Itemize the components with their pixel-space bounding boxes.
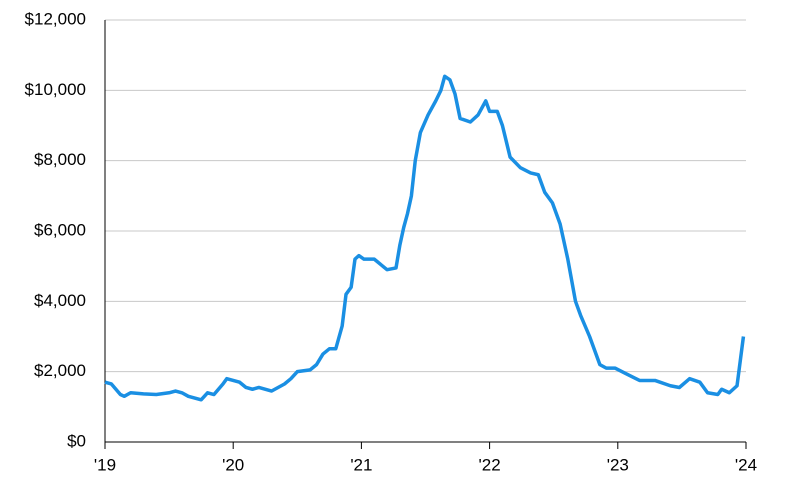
data-line [104,74,746,402]
x-tick-label: '20 [222,455,244,474]
x-tick-label: '23 [607,455,629,474]
y-tick-label: $2,000 [34,361,86,380]
x-tick-label: '22 [479,455,501,474]
x-tick-label: '19 [94,455,116,474]
y-tick-label: $6,000 [34,220,86,239]
y-tick-label: $8,000 [34,150,86,169]
x-tick-label: '21 [350,455,372,474]
y-tick-label: $0 [67,431,86,450]
x-tick-label: '24 [735,455,757,474]
y-tick-label: $10,000 [25,80,86,99]
y-tick-label: $4,000 [34,291,86,310]
y-tick-label: $12,000 [25,9,86,28]
